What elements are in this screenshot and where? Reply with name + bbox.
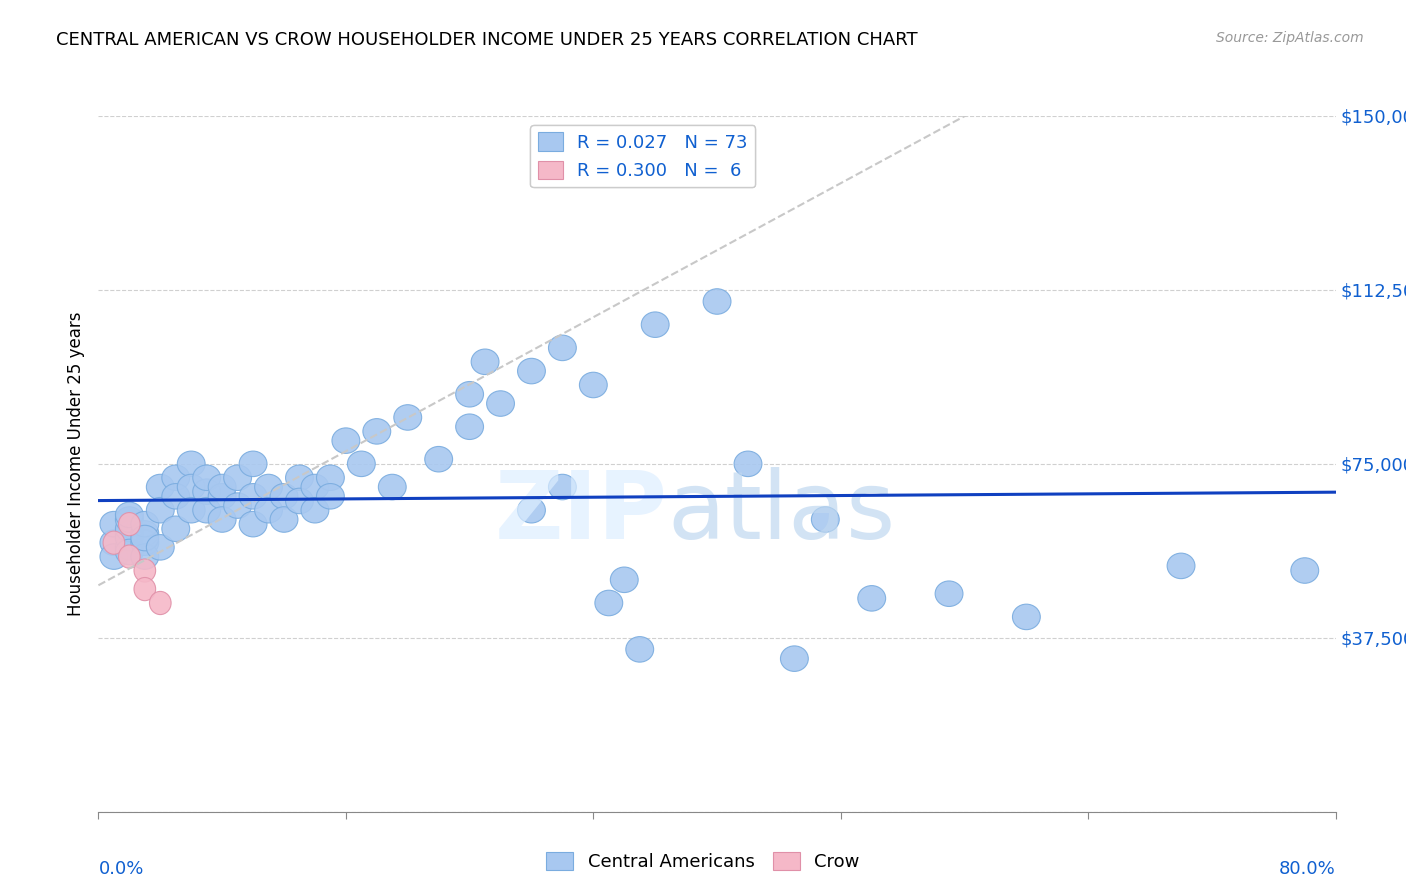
Ellipse shape [270,483,298,509]
Y-axis label: Householder Income Under 25 years: Householder Income Under 25 years [66,311,84,616]
Ellipse shape [193,465,221,491]
Ellipse shape [301,475,329,500]
Ellipse shape [935,581,963,607]
Ellipse shape [115,534,143,560]
Ellipse shape [193,479,221,505]
Ellipse shape [1167,553,1195,579]
Ellipse shape [517,359,546,384]
Ellipse shape [811,507,839,533]
Ellipse shape [162,465,190,491]
Ellipse shape [115,516,143,541]
Ellipse shape [332,428,360,453]
Text: ZIP: ZIP [495,467,668,558]
Ellipse shape [703,289,731,314]
Ellipse shape [734,451,762,476]
Ellipse shape [548,475,576,500]
Legend: R = 0.027   N = 73, R = 0.300   N =  6: R = 0.027 N = 73, R = 0.300 N = 6 [530,125,755,187]
Ellipse shape [301,498,329,523]
Ellipse shape [285,488,314,514]
Ellipse shape [595,591,623,615]
Ellipse shape [162,483,190,509]
Ellipse shape [254,498,283,523]
Legend: Central Americans, Crow: Central Americans, Crow [538,845,868,879]
Ellipse shape [780,646,808,672]
Text: CENTRAL AMERICAN VS CROW HOUSEHOLDER INCOME UNDER 25 YEARS CORRELATION CHART: CENTRAL AMERICAN VS CROW HOUSEHOLDER INC… [56,31,918,49]
Ellipse shape [626,637,654,662]
Ellipse shape [115,539,143,565]
Ellipse shape [177,475,205,500]
Ellipse shape [131,525,159,550]
Ellipse shape [239,483,267,509]
Ellipse shape [115,507,143,533]
Ellipse shape [115,521,143,546]
Ellipse shape [208,507,236,533]
Ellipse shape [579,372,607,398]
Ellipse shape [1291,558,1319,583]
Ellipse shape [131,521,159,546]
Text: Source: ZipAtlas.com: Source: ZipAtlas.com [1216,31,1364,45]
Ellipse shape [149,591,172,615]
Ellipse shape [270,507,298,533]
Ellipse shape [208,483,236,509]
Text: 80.0%: 80.0% [1279,861,1336,879]
Ellipse shape [131,511,159,537]
Ellipse shape [394,405,422,430]
Text: 0.0%: 0.0% [98,861,143,879]
Ellipse shape [610,567,638,592]
Ellipse shape [131,530,159,556]
Ellipse shape [239,451,267,476]
Ellipse shape [316,483,344,509]
Ellipse shape [146,498,174,523]
Ellipse shape [115,502,143,528]
Ellipse shape [548,335,576,360]
Ellipse shape [224,465,252,491]
Ellipse shape [641,312,669,337]
Ellipse shape [456,414,484,440]
Ellipse shape [100,530,128,556]
Ellipse shape [347,451,375,476]
Ellipse shape [1012,604,1040,630]
Ellipse shape [517,498,546,523]
Ellipse shape [456,382,484,407]
Ellipse shape [131,544,159,569]
Ellipse shape [146,475,174,500]
Ellipse shape [208,475,236,500]
Ellipse shape [363,418,391,444]
Ellipse shape [115,525,143,550]
Ellipse shape [103,531,125,554]
Ellipse shape [118,545,141,568]
Ellipse shape [239,511,267,537]
Ellipse shape [100,511,128,537]
Ellipse shape [134,577,156,600]
Ellipse shape [425,446,453,472]
Ellipse shape [858,585,886,611]
Ellipse shape [100,544,128,569]
Ellipse shape [378,475,406,500]
Ellipse shape [177,451,205,476]
Ellipse shape [316,465,344,491]
Text: atlas: atlas [668,467,896,558]
Ellipse shape [177,498,205,523]
Ellipse shape [146,534,174,560]
Ellipse shape [254,475,283,500]
Ellipse shape [193,498,221,523]
Ellipse shape [471,349,499,375]
Ellipse shape [285,465,314,491]
Ellipse shape [162,516,190,541]
Ellipse shape [486,391,515,417]
Ellipse shape [118,513,141,536]
Ellipse shape [134,559,156,582]
Ellipse shape [224,492,252,518]
